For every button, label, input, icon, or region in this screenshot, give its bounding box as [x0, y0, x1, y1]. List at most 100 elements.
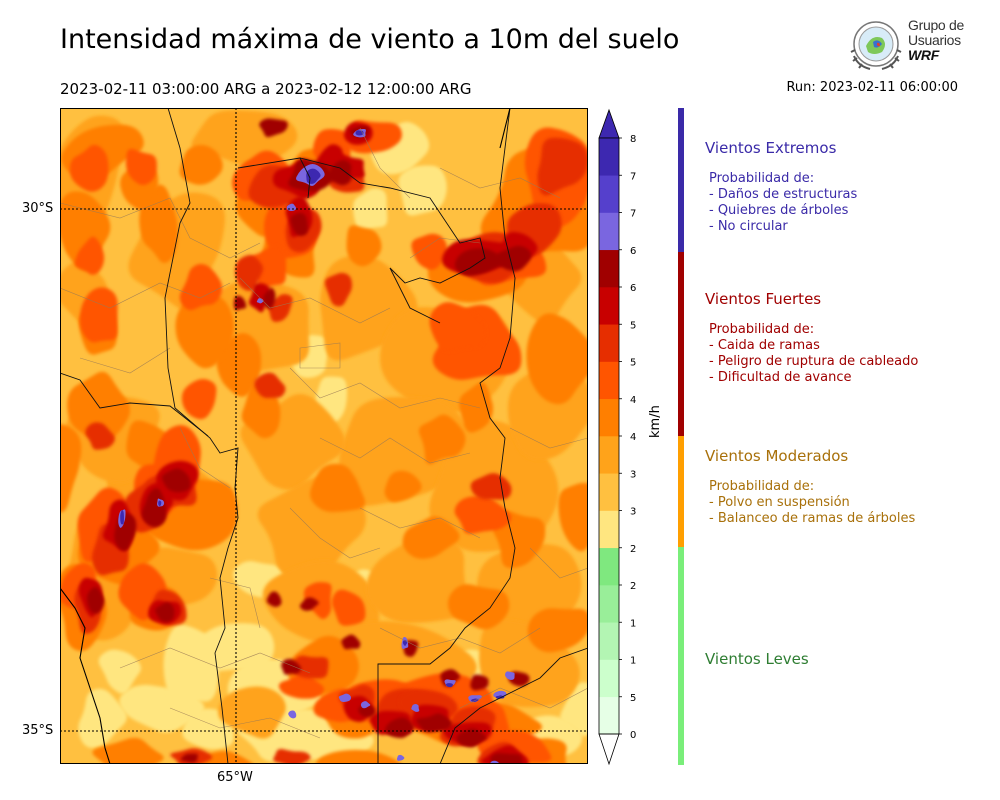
category-bar-fuertes	[678, 252, 684, 436]
category-extremos: Vientos Extremos Probabilidad de: - Daño…	[705, 139, 857, 235]
colorbar-tick-label: 5	[630, 693, 636, 704]
logo-text: Grupo de Usuarios WRF	[908, 18, 964, 63]
category-line: - Balanceo de ramas de árboles	[709, 511, 916, 526]
wind-contour	[175, 293, 234, 369]
chart-title: Intensidad máxima de viento a 10m del su…	[60, 24, 680, 55]
wind-contour	[384, 470, 422, 503]
colorbar-tick-label: 10	[630, 656, 636, 667]
wind-contour	[411, 233, 448, 270]
category-bar-extremos	[678, 108, 684, 252]
colorbar-tick-label: 45	[630, 395, 636, 406]
colorbar-high-extend	[598, 108, 620, 139]
category-title: Vientos Extremos	[705, 139, 837, 157]
logo-line1: Grupo de	[908, 17, 964, 33]
logo-line2: Usuarios	[908, 32, 961, 48]
wind-contour	[79, 287, 118, 343]
wind-contour	[278, 672, 325, 699]
wind-contour	[495, 695, 505, 699]
wind-contour	[60, 424, 82, 513]
colorbar-segment	[599, 212, 619, 251]
colorbar-tick-label: 20	[630, 581, 636, 592]
colorbar-segment	[599, 398, 619, 437]
wind-contour	[180, 753, 199, 763]
forecast-period: 2023-02-11 03:00:00 ARG a 2023-02-12 12:…	[60, 80, 472, 98]
colorbar-segment	[599, 510, 619, 549]
colorbar-tick-label: 60	[630, 283, 636, 294]
wind-contour	[445, 683, 453, 688]
category-description: Probabilidad de: - Caida de ramas - Peli…	[705, 322, 918, 386]
colorbar-tick-label: 30	[630, 507, 636, 518]
wind-contour	[98, 649, 142, 694]
wind-contour	[310, 463, 366, 513]
colorbar-tick-label: 0	[630, 730, 636, 741]
colorbar-segment	[599, 138, 619, 176]
department-borders	[60, 127, 588, 739]
wind-map	[60, 108, 588, 764]
wind-contour	[125, 148, 157, 186]
colorbar-tick-label: 80	[630, 134, 636, 145]
wind-contour	[266, 591, 282, 608]
category-bar-moderados	[678, 436, 684, 547]
colorbar-segment	[599, 361, 619, 400]
wind-zone-25-30	[78, 122, 588, 763]
wind-contour	[92, 737, 164, 764]
wind-contour	[85, 422, 115, 450]
wind-contour	[120, 509, 125, 525]
wind-contour	[139, 184, 178, 264]
colorbar-segment	[599, 175, 619, 213]
wind-contour	[360, 701, 371, 709]
colorbar-tick-label: 65	[630, 246, 636, 257]
wind-contour	[163, 624, 219, 707]
lon-label-65w: 65°W	[217, 770, 253, 785]
wind-contour	[490, 753, 523, 764]
colorbar-low-extend	[598, 733, 620, 766]
wind-contour	[288, 710, 297, 719]
wind-contour	[560, 682, 588, 737]
lat-label-30s: 30°S	[22, 201, 54, 216]
wind-contour	[402, 639, 408, 646]
wind-contour	[263, 287, 276, 309]
wind-contour	[259, 118, 288, 138]
wind-contour	[299, 597, 319, 611]
colorbar: 0 5 10 15 20 25 30 35 40 45 50 55 60 65 70 75 80	[598, 108, 636, 766]
wind-contour	[537, 137, 588, 196]
wind-contour	[316, 749, 402, 764]
wind-contour	[558, 482, 588, 552]
category-line: - No circular	[709, 219, 788, 234]
category-line: - Polvo en suspensión	[709, 495, 850, 510]
wind-contour	[346, 225, 382, 267]
colorbar-tick-label: 35	[630, 469, 636, 480]
wind-contour	[526, 313, 588, 405]
colorbar-segment	[599, 547, 619, 586]
wind-contour	[254, 372, 286, 399]
wind-contour	[281, 658, 302, 675]
wind-contour	[396, 754, 405, 761]
logo-line3: WRF	[908, 47, 939, 63]
wind-contour	[385, 717, 415, 739]
wind-contour	[179, 145, 223, 185]
wind-contour	[233, 295, 247, 311]
wind-contour	[78, 688, 127, 748]
category-title: Vientos Leves	[705, 650, 809, 668]
category-line: Probabilidad de:	[709, 479, 815, 494]
colorbar-unit: km/h	[648, 405, 663, 438]
colorbar-tick-label: 40	[630, 432, 636, 443]
colorbar-segment	[599, 324, 619, 362]
lat-label-35s: 35°S	[22, 723, 54, 738]
wind-zone-60-65	[86, 118, 532, 764]
wind-contour	[418, 414, 466, 465]
wind-contour	[454, 496, 512, 534]
wind-contour	[398, 165, 447, 216]
colorbar-ticks: 0 5 10 15 20 25 30 35 40 45 50 55 60 65 70 75 80	[619, 134, 636, 741]
wind-contour	[341, 634, 361, 650]
colorbar-tick-label: 70	[630, 209, 636, 220]
wind-contour	[447, 584, 510, 630]
globe-logo-icon	[850, 21, 902, 70]
wind-contour	[470, 674, 489, 691]
category-line: Probabilidad de:	[709, 171, 815, 186]
category-description: Probabilidad de: - Polvo en suspensión -…	[705, 479, 915, 527]
category-fuertes: Vientos Fuertes Probabilidad de: - Caida…	[705, 290, 918, 386]
wind-contour	[303, 582, 332, 619]
wind-contour	[218, 686, 286, 739]
wind-contour	[325, 160, 352, 186]
